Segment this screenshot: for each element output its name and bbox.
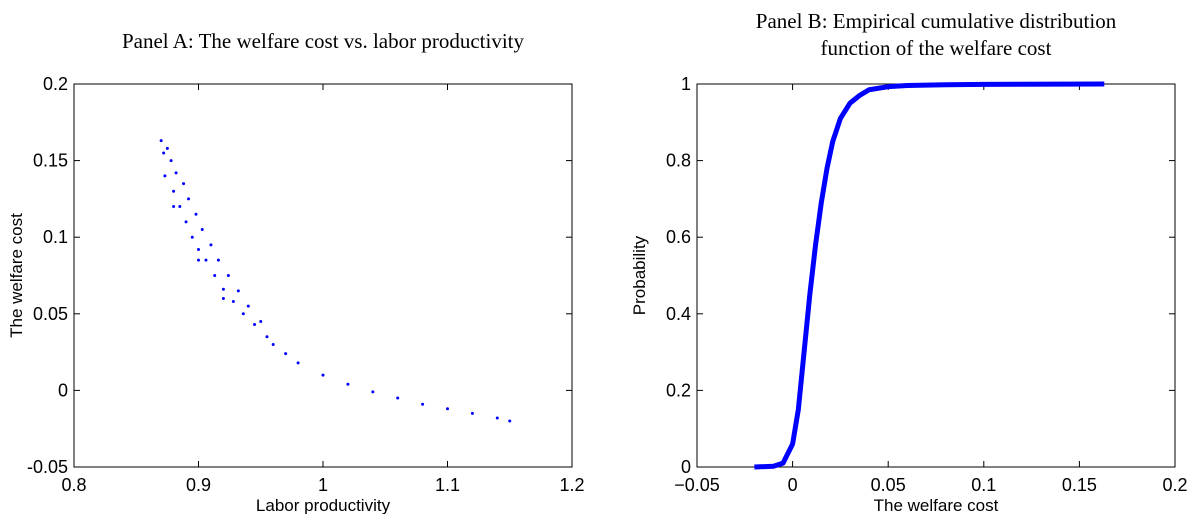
- y-tick-label: 0: [681, 457, 691, 477]
- data-point: [182, 182, 186, 186]
- x-tick-label: 0.1: [971, 475, 996, 495]
- data-point: [221, 296, 225, 300]
- data-point: [184, 220, 188, 224]
- data-point: [174, 171, 178, 175]
- y-tick-label: 0.4: [666, 304, 691, 324]
- data-point: [495, 416, 499, 420]
- data-point: [162, 151, 166, 155]
- x-tick-label: 1: [318, 475, 328, 495]
- data-point: [246, 304, 250, 308]
- y-tick-label: 0.1: [43, 227, 68, 247]
- data-point: [197, 247, 200, 251]
- data-point: [165, 146, 169, 150]
- data-point: [231, 300, 235, 304]
- data-point: [216, 258, 220, 262]
- y-tick-label: 0.05: [33, 304, 68, 324]
- data-point: [209, 243, 213, 247]
- y-tick-label: 0.6: [666, 227, 691, 247]
- data-point: [346, 382, 350, 386]
- data-point: [253, 323, 257, 327]
- y-tick-label: 0.2: [43, 74, 68, 94]
- data-point: [172, 205, 176, 209]
- chart-title: Panel B: Empirical cumulative distributi…: [756, 9, 1117, 33]
- y-tick-label: 0.8: [666, 151, 691, 171]
- x-tick-label: 0.2: [1162, 475, 1187, 495]
- x-tick-label: 1.2: [559, 475, 584, 495]
- y-tick-label: 1: [681, 74, 691, 94]
- data-point: [213, 274, 217, 277]
- plot-frame: [73, 83, 573, 468]
- y-axis-label: Probability: [630, 235, 649, 315]
- x-tick-label: 0.9: [186, 475, 211, 495]
- chart-title: Panel A: The welfare cost vs. labor prod…: [122, 29, 525, 53]
- data-point: [159, 139, 163, 143]
- x-tick-label: −0.05: [674, 475, 720, 495]
- data-point: [226, 274, 230, 277]
- y-axis-label: The welfare cost: [7, 213, 26, 338]
- data-point: [169, 159, 173, 163]
- x-tick-label: 1.1: [435, 475, 460, 495]
- data-point: [163, 174, 167, 178]
- x-axis-label: The welfare cost: [874, 496, 999, 514]
- y-tick-label: -0.05: [27, 457, 68, 477]
- data-point: [371, 390, 375, 394]
- y-tick-label: 0: [58, 380, 68, 400]
- y-tick-label: 0.15: [33, 151, 68, 171]
- x-tick-label: 0.8: [61, 475, 86, 495]
- data-point: [446, 407, 449, 411]
- data-point: [187, 197, 191, 201]
- chart-title: function of the welfare cost: [821, 36, 1052, 60]
- data-point: [178, 205, 182, 209]
- data-point: [221, 287, 225, 291]
- plot-frame: [696, 83, 1176, 468]
- x-tick-label: 0.15: [1062, 475, 1097, 495]
- x-tick-label: 0: [788, 475, 798, 495]
- x-tick-label: 0.05: [871, 475, 906, 495]
- data-point: [470, 411, 474, 415]
- data-point: [396, 396, 400, 400]
- ecdf-line: [754, 81, 1105, 470]
- x-axis-label: Labor productivity: [256, 496, 391, 514]
- data-point: [296, 361, 300, 365]
- data-point: [265, 335, 269, 339]
- data-point: [204, 258, 208, 262]
- data-point: [236, 289, 240, 293]
- data-point: [172, 189, 176, 193]
- data-point: [421, 402, 425, 406]
- data-point: [508, 419, 512, 423]
- data-point: [200, 228, 204, 232]
- data-point: [241, 312, 245, 316]
- data-point: [321, 373, 325, 377]
- data-point: [284, 352, 288, 356]
- data-point: [271, 342, 275, 346]
- data-point: [190, 235, 194, 239]
- data-point: [194, 212, 198, 216]
- data-point: [259, 319, 263, 323]
- data-point: [197, 258, 200, 262]
- y-tick-label: 0.2: [666, 380, 691, 400]
